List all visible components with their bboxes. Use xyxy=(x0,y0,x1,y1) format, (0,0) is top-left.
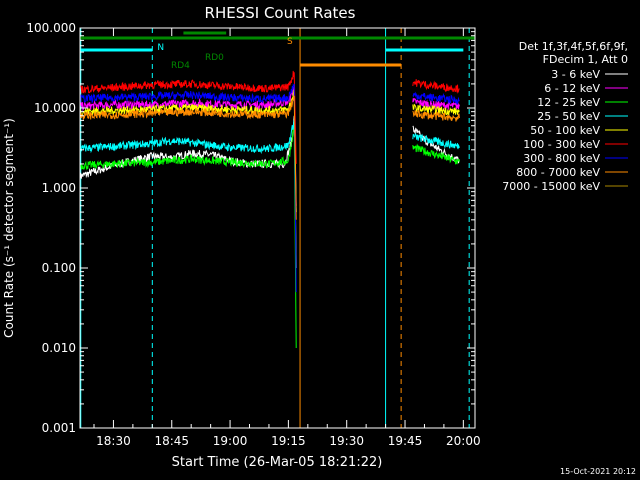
legend-label-3: 25 - 50 keV xyxy=(537,110,600,123)
flag-label-n: N xyxy=(157,43,164,53)
series-line-6 xyxy=(79,83,297,293)
flag-label-rd0: RD0 xyxy=(205,53,224,63)
legend-label-4: 50 - 100 keV xyxy=(530,124,600,137)
series-line-3 xyxy=(79,120,297,213)
flag-label-s: S xyxy=(287,37,293,47)
legend-label-5: 100 - 300 keV xyxy=(523,138,600,151)
y-tick-label-3: 0.100 xyxy=(42,261,76,275)
x-tick-label-3: 19:15 xyxy=(271,434,306,448)
legend-label-6: 300 - 800 keV xyxy=(523,152,600,165)
series-line-late-7 xyxy=(412,109,460,122)
axes: 18:30 18:45 19:00 19:15 19:30 19:45 20:00 100.0… xyxy=(26,21,480,448)
series-line-5 xyxy=(79,70,297,164)
y-tick-label-0: 100.000 xyxy=(26,21,76,35)
legend-header-0: Det 1f,3f,4f,5f,6f,9f, xyxy=(519,40,628,53)
x-tick-label-0: 18:30 xyxy=(96,434,131,448)
series-line-late-1 xyxy=(412,97,460,110)
x-axis-label: Start Time (26-Mar-05 18:21:22) xyxy=(172,455,383,470)
x-tick-label-5: 19:45 xyxy=(388,434,423,448)
x-tick-label-4: 19:30 xyxy=(329,434,364,448)
y-tick-label-1: 10.000 xyxy=(34,101,76,115)
y-tick-label-2: 1.000 xyxy=(42,181,76,195)
footer-timestamp: 15-Oct-2021 20:12 xyxy=(560,467,636,476)
legend-label-0: 3 - 6 keV xyxy=(551,68,600,81)
legend-label-2: 12 - 25 keV xyxy=(537,96,600,109)
series-line-7 xyxy=(79,95,297,220)
y-tick-label-4: 0.010 xyxy=(42,341,76,355)
x-tick-label-1: 18:45 xyxy=(154,434,189,448)
legend-label-8: 7000 - 15000 keV xyxy=(502,180,600,193)
series-line-2 xyxy=(79,125,297,349)
series-line-late-6 xyxy=(412,91,460,105)
plot-frame xyxy=(79,27,476,429)
chart-title: RHESSI Count Rates xyxy=(205,4,356,22)
series-line-late-5 xyxy=(412,79,460,94)
y-axis-label: Count Rate (s⁻¹ detector segment⁻¹) xyxy=(2,118,16,338)
legend: Det 1f,3f,4f,5f,6f,9f,FDecim 1, Att 0 3 -… xyxy=(502,40,628,193)
legend-label-1: 6 - 12 keV xyxy=(544,82,600,95)
legend-label-7: 800 - 7000 keV xyxy=(516,166,600,179)
y-tick-label-5: 0.001 xyxy=(42,421,76,435)
series-line-late-3 xyxy=(412,133,460,150)
legend-header-1: FDecim 1, Att 0 xyxy=(543,53,628,66)
x-tick-label-6: 20:00 xyxy=(446,434,481,448)
flag-label-rd4: RD4 xyxy=(171,61,190,71)
series-line-1 xyxy=(79,85,297,206)
series-line-4 xyxy=(79,89,297,213)
series-line-late-2 xyxy=(412,143,460,165)
x-tick-label-2: 19:00 xyxy=(213,434,248,448)
plot-area: N S RD4 RD0 xyxy=(79,28,475,428)
